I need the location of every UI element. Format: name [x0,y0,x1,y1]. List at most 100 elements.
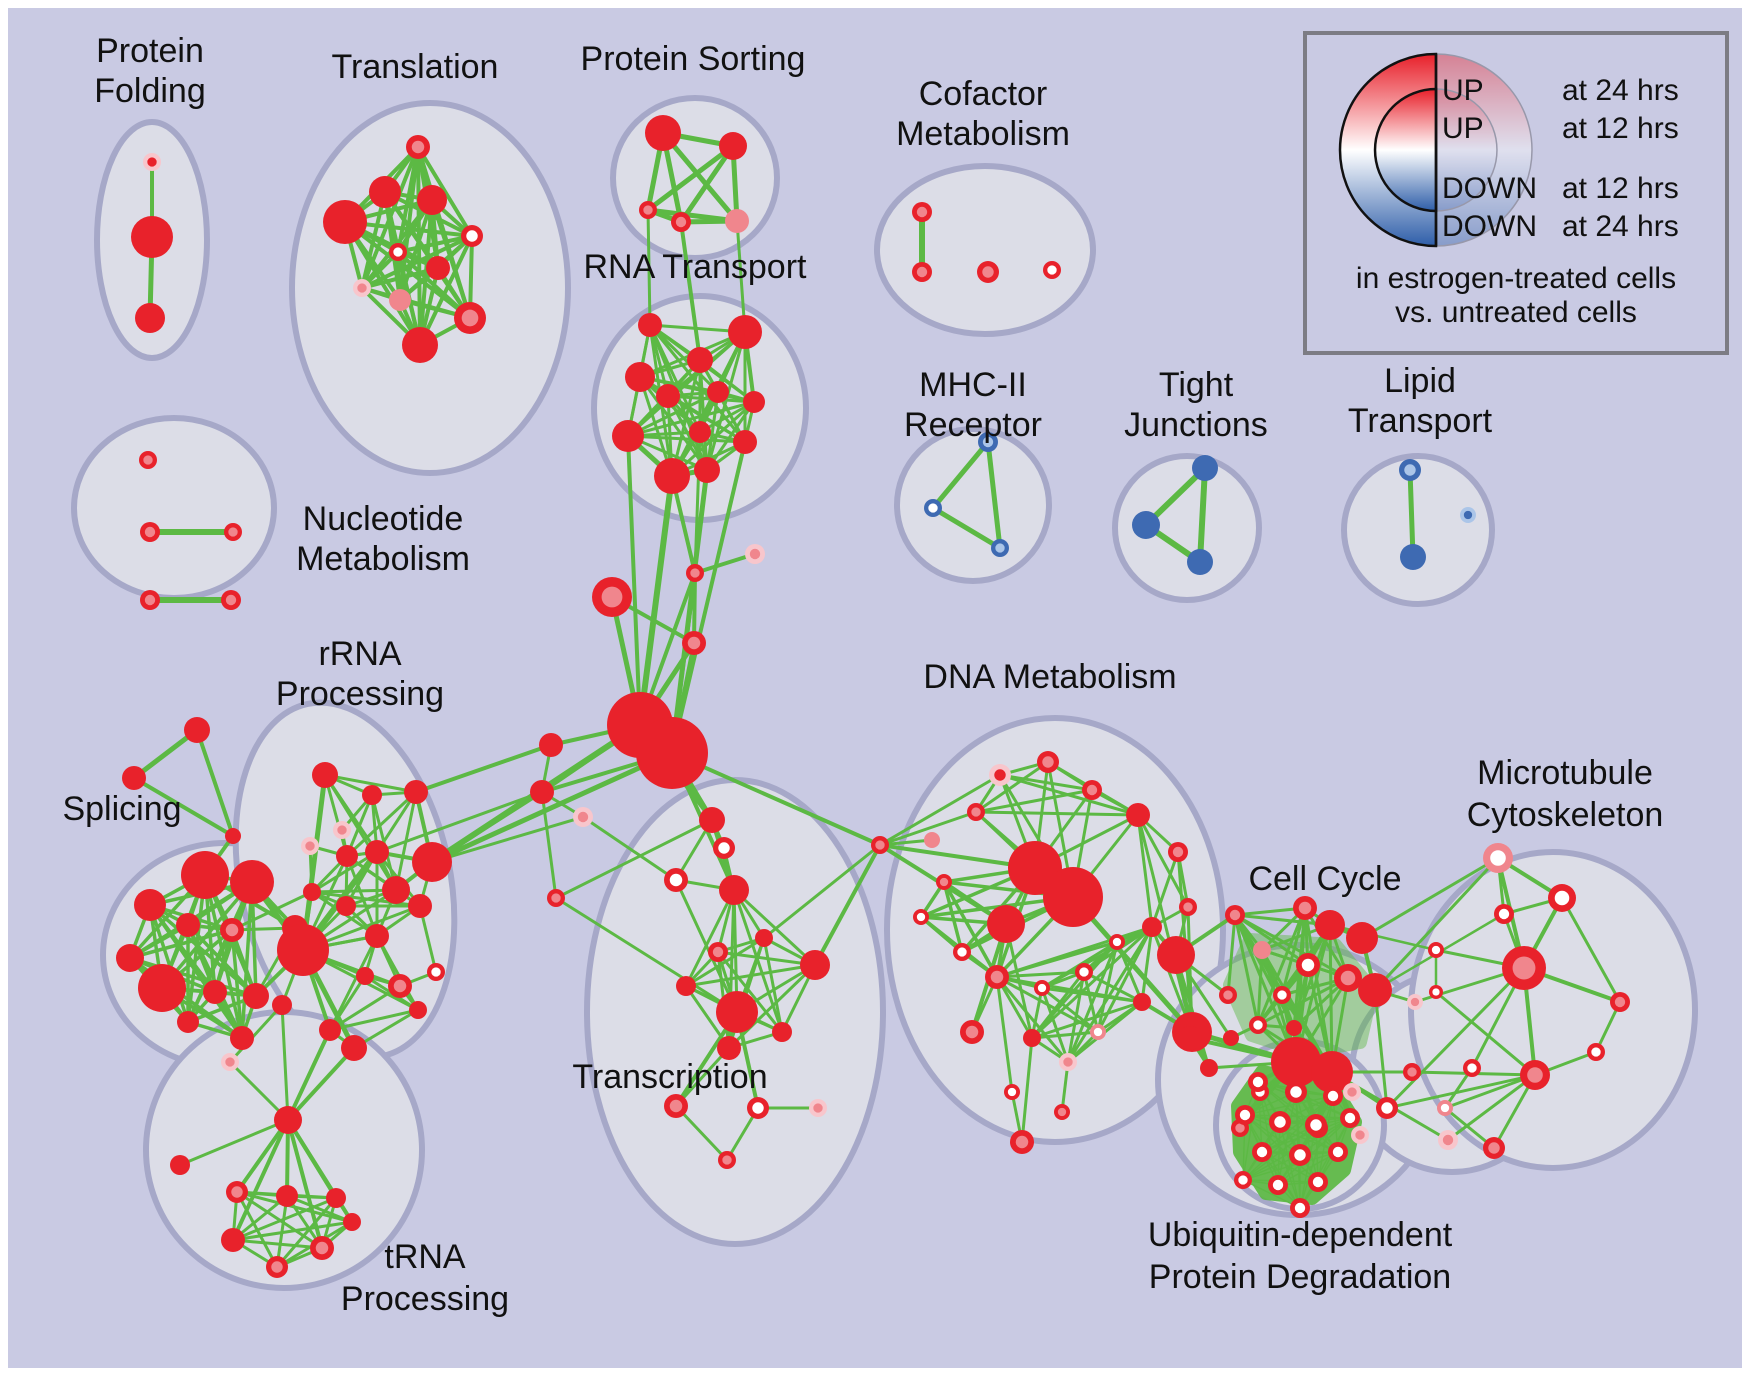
edge-protein-sorting [678,143,736,225]
node-hub-1 [636,717,708,789]
node-protein-sorting-4 [725,209,749,233]
legend-row-level-2: DOWN [1442,172,1537,205]
node-center-dna-18 [1183,902,1193,912]
node-rrna-7 [412,842,452,882]
node-tight-junctions-2 [1187,549,1213,575]
edge-link-dna-transcription [762,843,882,940]
node-center-dna-11 [916,912,926,922]
edge-dna [1150,850,1180,929]
edge-dna [1030,940,1119,1040]
node-cellcycle-3 [1315,910,1345,940]
edge-translation [416,145,474,238]
node-translation-1 [369,176,401,208]
node-transcription-3 [719,875,749,905]
edge-splicing [128,928,234,960]
node-rrna-6 [365,840,389,864]
node-center-ubiquitin-13 [1294,1202,1306,1214]
edge-dna [974,760,1050,814]
node-center-ubiquitin-7 [1256,1146,1268,1158]
node-center-mhc-2 [995,543,1005,553]
cluster-label-nucleotide: Nucleotide [303,500,464,538]
edge-dna [1136,813,1154,929]
node-splicing-9 [177,1011,199,1033]
edge-trna [231,1220,354,1242]
edge-ubiquitin [1242,1151,1339,1181]
node-center-dna-16 [1112,937,1122,947]
edge-rna-transport [626,330,747,438]
edge-mhc [930,439,991,511]
edge-dna [1040,986,1070,1064]
edge-rrna [310,888,398,894]
edge-trna [285,1194,354,1224]
node-cellcycle-4 [1346,922,1378,954]
node-center-bridge-3 [1488,1142,1500,1154]
edge-dna [974,788,1094,814]
node-free-triangle-2 [225,828,241,844]
edge-link-rna-transport-hub [637,473,675,728]
edge-cellcycle [1233,913,1260,1027]
node-rna-transport-6 [743,391,765,413]
node-splicing-3 [176,913,200,937]
node-center-cellcycle-7 [1340,970,1356,986]
cluster-label-protein-sorting: Protein Sorting [581,40,806,78]
edge-link-hub-rrna [375,790,544,854]
node-rrna-8 [382,876,410,904]
node-rna-transport-4 [656,384,680,408]
cluster-boundary-protein-sorting [610,95,780,261]
edge-link-hub-rrna [430,790,544,864]
node-center-translation-7 [357,283,367,293]
node-center-microtubule-8 [1591,1047,1601,1057]
edge-translation [396,234,474,254]
cluster-label-microtubule: Cytoskeleton [1467,796,1664,834]
node-transcription-0 [699,807,725,833]
edge-mhc [985,439,1003,551]
node-splicing-0 [181,851,229,899]
node-cellcycle-8 [1358,973,1392,1007]
edge-dna [995,925,1154,979]
edge-rna-transport [705,390,720,472]
edge-dna [878,773,1002,847]
node-center-ubiquitin-8 [1294,1149,1306,1161]
node-rna-transport-11 [694,457,720,483]
cluster-label-rna-transport: RNA Transport [584,248,808,286]
node-center-microtubule-0 [1490,850,1506,866]
node-transcription-7 [800,950,830,980]
edge-free-triangle [132,776,235,838]
edge-translation [360,234,474,290]
node-center-microtubule-2 [1498,908,1510,920]
edge-dna [878,810,978,847]
node-center-cellcycle-1 [1298,901,1312,915]
cluster-label-ubiquitin: Ubiquitin-dependent [1148,1216,1453,1254]
edge-trna [231,1118,290,1242]
node-center-bridge-1 [1407,1067,1417,1077]
node-center-transcription-14 [722,1155,732,1165]
edge-free-triangle [131,727,200,781]
edge-dna [1066,940,1119,1064]
node-center-dna-23 [965,1025,979,1039]
edge-cellcycle [1256,948,1264,1027]
node-center-dna-20 [1063,1057,1073,1067]
edge-link-rrna-trna [286,1046,356,1122]
legend-note-line-0: in estrogen-treated cells [1356,262,1676,295]
node-translation-3 [323,200,367,244]
node-center-lipid-transport-0 [1404,464,1416,476]
node-trna-4 [326,1188,346,1208]
node-center-cellcycle-9 [1253,1020,1263,1030]
edge-link-dna-transcription [813,843,882,967]
cluster-label-protein-folding: Folding [94,72,206,110]
edge-translation [343,220,472,320]
node-center-ubiquitin-5 [1310,1119,1322,1131]
node-rrna-10 [336,896,356,916]
cluster-boundary-lipid-transport [1341,453,1495,607]
edge-cellcycle [1280,906,1307,997]
edge-transcription [674,1046,731,1108]
node-cellcycle-11 [1223,1030,1239,1046]
node-rrna-12 [365,924,389,948]
edge-ubiquitin [1261,1151,1319,1183]
node-center-rrna-3 [337,825,347,835]
node-center-microtubule-3 [1431,945,1441,955]
edge-link-hub-rrna [430,815,585,864]
node-center-ubiquitin-10 [1272,1179,1284,1191]
node-dna-9 [987,905,1025,943]
edge-link-rna-transport-hub [693,430,702,575]
